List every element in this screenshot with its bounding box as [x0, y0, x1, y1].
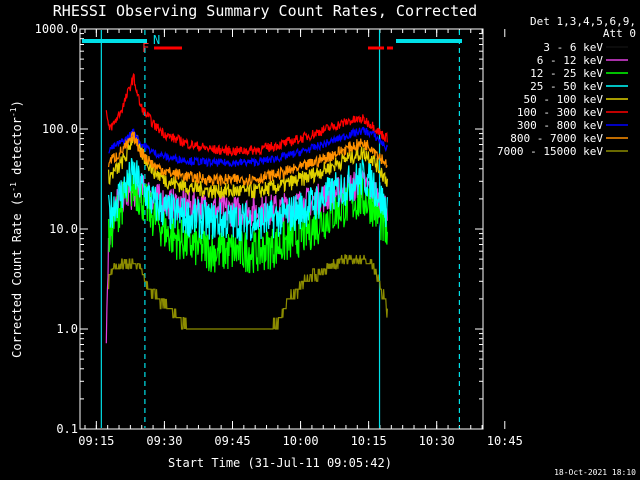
legend-header-2: Att 0: [603, 27, 636, 40]
y-tick-label-2: 10.0: [49, 222, 78, 236]
y-axis-label: Corrected Count Rate (s-1 detector-1): [9, 100, 24, 358]
series-layer: [105, 72, 388, 344]
legend-label-6: 300 - 800 keV: [517, 119, 603, 132]
series-line-2: [108, 167, 388, 274]
x-tick-label-2: 09:45: [214, 434, 250, 448]
series-line-3: [108, 158, 388, 242]
spacecraft-night-markers: [100, 30, 461, 428]
x-tick-label-6: 10:45: [487, 434, 523, 448]
series-line-5: [105, 72, 388, 157]
x-axis-label: Start Time (31-Jul-11 09:05:42): [168, 456, 392, 470]
legend-label-4: 50 - 100 keV: [524, 93, 604, 106]
legend-label-2: 12 - 25 keV: [530, 67, 603, 80]
x-tick-label-5: 10:30: [419, 434, 455, 448]
chart-title: RHESSI Observing Summary Count Rates, Co…: [53, 2, 477, 20]
series-line-8: [108, 254, 388, 330]
y-axis-label-sup2: -1: [9, 107, 18, 117]
legend-label-7: 800 - 7000 keV: [510, 132, 603, 145]
legend-label-0: 3 - 6 keV: [543, 41, 603, 54]
footer-timestamp: 18-Oct-2021 18:10: [554, 468, 636, 477]
legend-label-8: 7000 - 15000 keV: [497, 145, 603, 158]
y-axis-label-sup1: -1: [9, 182, 18, 192]
x-tick-label-1: 09:30: [146, 434, 182, 448]
x-tick-label-4: 10:15: [351, 434, 387, 448]
y-tick-label-3: 1.0: [56, 322, 78, 336]
x-tick-label-3: 10:00: [282, 434, 318, 448]
x-tick-label-0: 09:15: [78, 434, 114, 448]
flag-bars: F N: [82, 33, 462, 55]
y-axis: 1000.0 100.0 10.0 1.0 0.1: [35, 22, 483, 436]
x-axis: 09:15 09:30 09:45 10:00 10:15 10:30 10:45: [78, 29, 523, 448]
y-tick-label-4: 0.1: [56, 422, 78, 436]
legend-label-3: 25 - 50 keV: [530, 80, 603, 93]
legend-label-1: 6 - 12 keV: [537, 54, 604, 67]
y-axis-label-main: Corrected Count Rate (s: [10, 192, 24, 358]
legend-header-1: Det 1,3,4,5,6,9,: [530, 15, 636, 28]
legend-label-5: 100 - 300 keV: [517, 106, 603, 119]
y-tick-label-1: 100.0: [42, 122, 78, 136]
flag-n-label: N: [153, 33, 160, 47]
y-tick-label-0: 1000.0: [35, 22, 78, 36]
flag-f-label: F: [142, 41, 149, 55]
series-line-6: [108, 126, 388, 168]
y-axis-label-end: ): [10, 100, 24, 107]
y-axis-label-mid: detector: [10, 117, 24, 182]
series-line-7: [108, 131, 388, 187]
